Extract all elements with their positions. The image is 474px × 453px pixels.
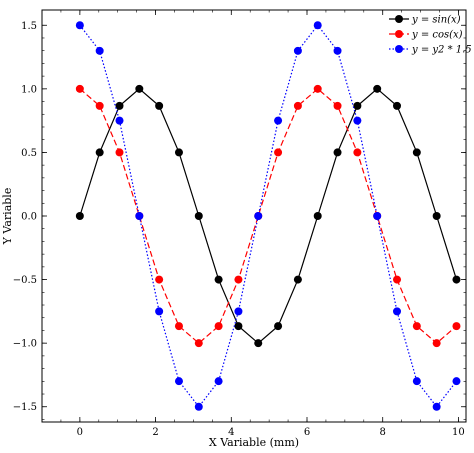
- y-tick-label: 0.0: [21, 212, 37, 223]
- x-axis-label: X Variable (mm): [209, 436, 299, 449]
- y-tick-label: 1.5: [21, 21, 37, 32]
- data-point: [174, 148, 183, 157]
- x-tick-label: 6: [304, 427, 310, 438]
- data-point: [214, 275, 223, 284]
- legend-marker: [395, 45, 403, 53]
- data-point: [353, 116, 362, 125]
- data-point: [393, 101, 402, 110]
- data-point: [333, 46, 342, 55]
- data-point: [452, 377, 461, 386]
- data-point: [95, 46, 104, 55]
- data-point: [274, 116, 283, 125]
- data-point: [412, 377, 421, 386]
- data-point: [452, 322, 461, 331]
- data-point: [274, 148, 283, 157]
- series-line: [79, 24, 457, 408]
- data-point: [95, 148, 104, 157]
- x-tick-label: 10: [452, 427, 465, 438]
- y-tick-label: −1.0: [13, 339, 37, 350]
- y-axis-label: Y Variable: [1, 188, 14, 246]
- data-point: [95, 101, 104, 110]
- data-point: [373, 212, 382, 220]
- data-point: [353, 148, 362, 157]
- data-point: [75, 84, 84, 93]
- data-point: [333, 148, 342, 157]
- data-point: [234, 322, 243, 331]
- data-point: [412, 148, 421, 157]
- data-point: [115, 148, 124, 157]
- data-point: [412, 322, 421, 331]
- data-point: [333, 101, 342, 110]
- data-point: [432, 402, 441, 411]
- series-3: [75, 21, 461, 411]
- data-point: [432, 212, 441, 220]
- series-1: [75, 84, 461, 348]
- y-tick-label: 1.0: [21, 84, 37, 95]
- legend-label: y = y2 * 1.5: [411, 45, 472, 56]
- data-point: [313, 84, 322, 93]
- data-point: [393, 275, 402, 284]
- legend-label: y = cos(x): [411, 30, 463, 41]
- series-line: [79, 88, 458, 344]
- data-point: [313, 212, 322, 220]
- legend: y = sin(x) y = cos(x) y = y2 * 1.5: [389, 15, 472, 56]
- data-point: [234, 307, 243, 316]
- y-tick-label: 0.5: [21, 148, 37, 159]
- data-point: [115, 116, 124, 125]
- data-point: [194, 402, 203, 411]
- data-point: [75, 21, 84, 30]
- data-point: [274, 322, 283, 331]
- data-point: [452, 275, 461, 284]
- data-point: [353, 101, 362, 110]
- data-point: [373, 84, 382, 93]
- x-tick-label: 0: [77, 427, 83, 438]
- data-point: [155, 307, 164, 316]
- x-tick-label: 4: [228, 427, 234, 438]
- data-point: [393, 307, 402, 316]
- data-point: [254, 212, 263, 220]
- x-tick-label: 8: [380, 427, 386, 438]
- x-tick-label: 2: [152, 427, 158, 438]
- data-point: [135, 212, 144, 220]
- data-point: [115, 101, 124, 110]
- legend-marker: [395, 15, 403, 23]
- data-point: [214, 377, 223, 386]
- legend-entry: y = y2 * 1.5: [389, 45, 472, 56]
- data-point: [155, 101, 164, 110]
- data-point: [234, 275, 243, 284]
- y-tick-label: −1.5: [13, 402, 37, 413]
- data-point: [174, 322, 183, 331]
- data-point: [293, 46, 302, 55]
- legend-entry: y = sin(x): [389, 15, 461, 26]
- legend-marker: [395, 30, 403, 38]
- data-point: [293, 101, 302, 110]
- legend-entry: y = cos(x): [389, 30, 463, 41]
- data-point: [293, 275, 302, 284]
- data-point: [75, 212, 84, 220]
- series-line: [79, 88, 457, 344]
- data-point: [214, 322, 223, 331]
- data-point: [254, 339, 263, 348]
- data-point: [135, 84, 144, 93]
- legend-label: y = sin(x): [411, 15, 461, 26]
- data-point: [194, 339, 203, 348]
- data-point: [174, 377, 183, 386]
- data-point: [194, 212, 203, 220]
- data-point: [313, 21, 322, 30]
- plot-area: [75, 21, 461, 411]
- axis-ticks: 0 2 4 6 8 10 −1.5 −1.0 −0.5 0.0 0.5 1.0 1.5: [13, 10, 466, 438]
- y-tick-label: −0.5: [13, 275, 37, 286]
- data-point: [432, 339, 441, 348]
- data-point: [155, 275, 164, 284]
